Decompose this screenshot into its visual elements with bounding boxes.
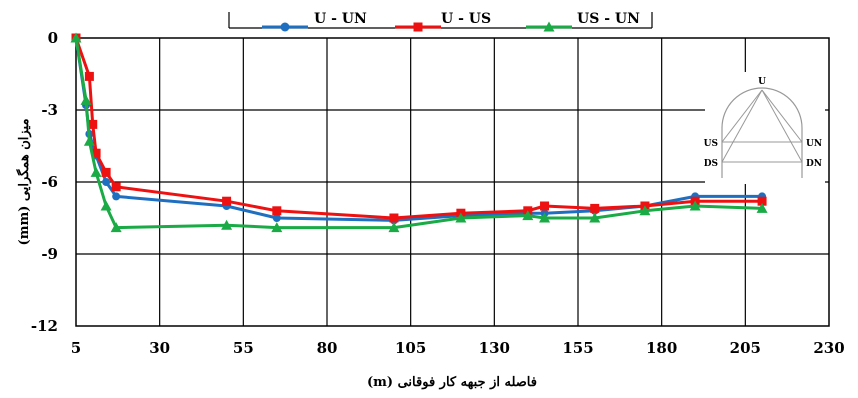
data-point — [91, 148, 101, 158]
inset-label-dn: DN — [806, 159, 822, 169]
x-tick-label: 80 — [317, 339, 338, 357]
tunnel-outline — [721, 87, 803, 178]
tunnel-inset-diagram: U US UN DS DN — [704, 72, 825, 184]
inset-line-u-un — [761, 89, 803, 143]
data-point — [689, 200, 701, 211]
x-tick-label: 55 — [233, 339, 254, 357]
inset-label-un: UN — [806, 139, 822, 149]
inset-label-u: U — [758, 77, 766, 87]
legend-item: U - UN — [262, 11, 367, 32]
data-point — [70, 32, 82, 43]
data-point — [101, 167, 111, 177]
legend-label: US - UN — [577, 11, 640, 27]
x-tick-label: 130 — [479, 339, 510, 357]
x-tick-label: 205 — [730, 339, 761, 357]
inset-label-us: US — [704, 139, 718, 149]
data-point — [110, 222, 122, 233]
data-point — [88, 119, 98, 129]
data-point — [112, 192, 121, 201]
data-point — [100, 200, 112, 211]
data-point — [272, 214, 281, 222]
data-point — [102, 178, 111, 186]
legend: U - UN U - US US - UN — [228, 11, 653, 32]
legend-item: U - US — [395, 11, 491, 32]
data-point — [757, 196, 767, 206]
y-tick-label: -6 — [41, 173, 58, 191]
legend-items: U - UN U - US US - UN — [262, 11, 640, 32]
data-point — [83, 135, 95, 146]
data-point — [90, 166, 102, 177]
y-axis-label: میزان همگرایی (mm) — [15, 119, 32, 246]
legend-marker — [280, 22, 290, 32]
y-tick-labels: 0 -3 -6 -9 -12 — [31, 29, 58, 335]
data-point — [111, 182, 121, 192]
data-point — [590, 203, 600, 213]
data-point — [539, 212, 551, 223]
x-tick-label: 105 — [395, 339, 426, 357]
x-tick-labels: 5 30 55 80 105 130 155 180 205 230 — [71, 339, 845, 357]
data-point — [272, 206, 282, 216]
inset-line-u-us — [721, 89, 763, 143]
y-tick-label: 0 — [48, 29, 58, 47]
legend-marker — [413, 22, 423, 32]
plot-area-frame — [75, 37, 830, 327]
data-point — [84, 71, 94, 81]
data-point — [222, 196, 232, 206]
legend-label: U - US — [441, 11, 491, 27]
x-tick-label: 230 — [813, 339, 844, 357]
inset-line-u-dn — [761, 89, 803, 163]
legend-label: U - UN — [314, 11, 367, 27]
data-point — [756, 202, 768, 213]
inset-background — [705, 72, 825, 184]
legend-item: US - UN — [526, 11, 640, 32]
y-tick-label: -9 — [41, 245, 58, 263]
x-tick-label: 155 — [562, 339, 593, 357]
data-point — [389, 213, 399, 223]
data-point — [522, 210, 534, 221]
x-tick-label: 5 — [71, 339, 81, 357]
data-point — [639, 205, 651, 216]
y-tick-label: -12 — [31, 317, 58, 335]
series-layer — [70, 32, 768, 233]
data-point — [388, 222, 400, 233]
series-2 — [71, 33, 767, 223]
series-line — [74, 37, 763, 230]
y-tick-label: -3 — [41, 101, 58, 119]
x-tick-label: 30 — [149, 339, 170, 357]
legend-marker — [543, 21, 555, 32]
data-point — [80, 94, 92, 105]
data-point — [455, 212, 467, 223]
x-tick-label: 180 — [646, 339, 677, 357]
data-point — [221, 219, 233, 230]
inset-line-u-ds — [721, 89, 763, 163]
data-point — [589, 212, 601, 223]
series-3 — [70, 32, 768, 233]
data-point — [540, 201, 550, 211]
inset-label-ds: DS — [704, 159, 718, 169]
x-axis-label: فاصله از جبهه کار فوقانی (m) — [367, 375, 537, 390]
series-line — [74, 37, 763, 222]
series-line — [74, 37, 763, 220]
data-point — [271, 222, 283, 233]
